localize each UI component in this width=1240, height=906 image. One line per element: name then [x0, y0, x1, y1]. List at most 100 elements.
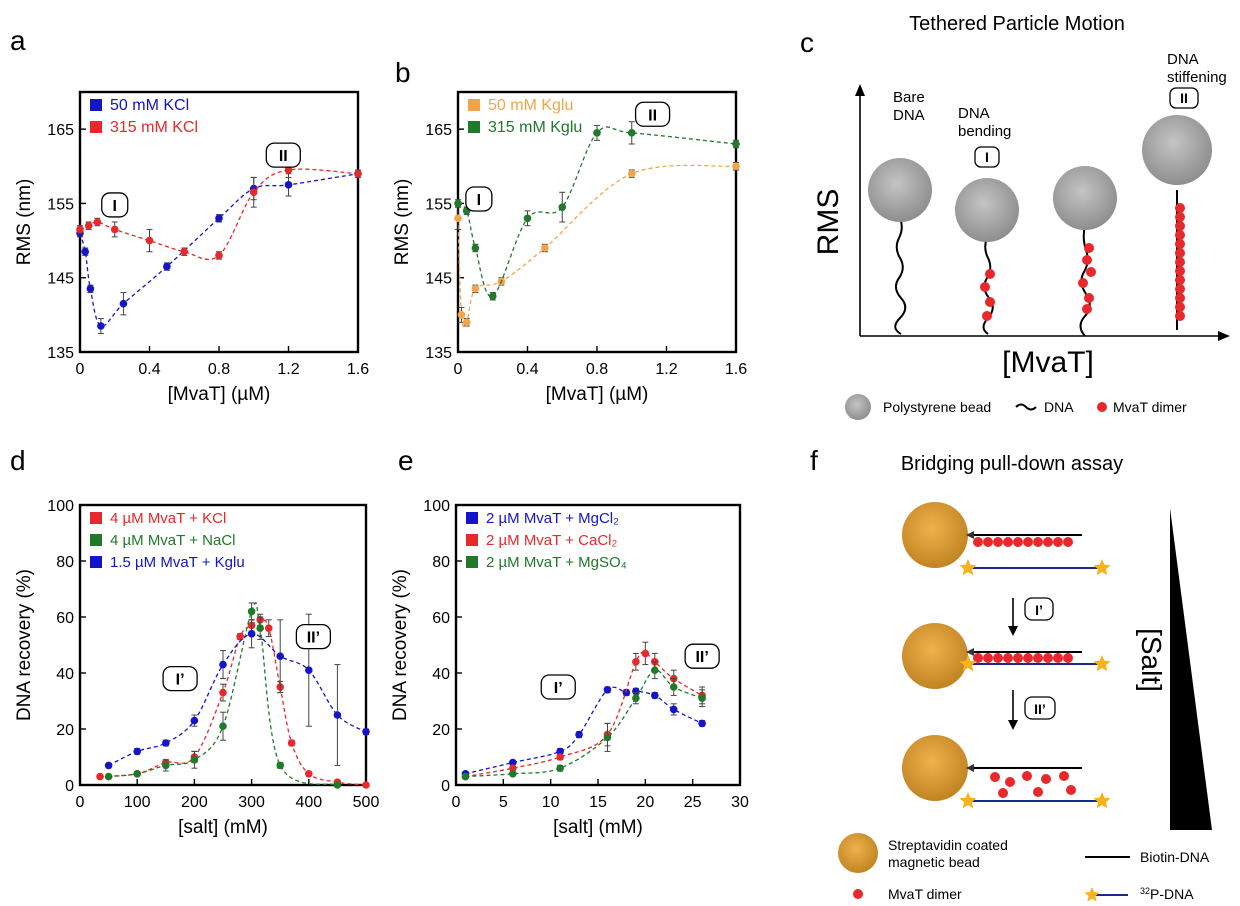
legend-label: 50 mM Kglu [488, 97, 573, 114]
mvat-dimer [1175, 230, 1185, 240]
mvat-dimer [1063, 653, 1073, 663]
mvat-dimer [1033, 653, 1043, 663]
row1-dimers [973, 537, 1073, 547]
annotation-text: I [477, 192, 481, 209]
data-point [461, 772, 470, 781]
annotation-text: II [279, 148, 288, 165]
data-point [249, 188, 258, 197]
data-point [471, 285, 480, 293]
series-line-1 [79, 168, 359, 260]
x-tick-label: 400 [295, 794, 322, 811]
mvat-dimer [1013, 537, 1023, 547]
y-tick-label: 0 [65, 778, 74, 795]
x-tick-label: 1.2 [277, 361, 299, 378]
legend-biotin-label: Biotin-DNA [1140, 849, 1210, 865]
mvat-dimer [985, 269, 995, 279]
data-point [76, 225, 84, 234]
x-tick-label: 15 [589, 794, 607, 811]
data-point [698, 719, 706, 728]
mvat-dimer [1043, 537, 1053, 547]
legend-label: 315 mM Kglu [488, 119, 582, 136]
data-point [133, 747, 141, 756]
data-point [145, 236, 154, 245]
data-point [603, 686, 612, 694]
legend-swatch [90, 99, 102, 111]
legend-label: 2 µM MvaT + CaCl₂ [486, 532, 617, 549]
mvat-dimer [1082, 255, 1092, 265]
data-point [333, 781, 342, 789]
data-point [541, 244, 549, 252]
chart-b: 0 0.4 0.8 1.2 1.6 135 145 155 165 [MvaT] (µM) RMS … [392, 90, 747, 405]
y-tick-label: 60 [432, 610, 450, 627]
data-point [333, 711, 342, 719]
x-axis-label: [salt] (mM) [553, 817, 643, 838]
data-point [732, 140, 740, 148]
mvat-dimer [1175, 257, 1185, 267]
bead-bare [868, 158, 932, 222]
legend-p32-text: P-DNA [1150, 886, 1194, 902]
mvat-dimer [1005, 777, 1015, 787]
data-point [284, 166, 293, 174]
data-point [732, 162, 740, 171]
mvat-dimer [1003, 537, 1013, 547]
data-point [488, 292, 497, 301]
series-line-1 [457, 126, 737, 298]
panel-letter-c: c [800, 27, 814, 58]
y-tick-label: 155 [47, 196, 74, 213]
data-point [215, 251, 223, 260]
y-tick-label: 40 [432, 666, 450, 683]
label-bare-1: Bare [893, 89, 925, 106]
data-point [190, 756, 199, 764]
data-point [219, 688, 227, 697]
mvat-dimer [1175, 221, 1185, 231]
data-point [556, 764, 564, 772]
data-point [162, 739, 170, 747]
data-point [97, 322, 105, 330]
annotation-badge [101, 192, 129, 218]
chart-a: 0 0.4 0.8 1.2 1.6 135 145 155 165 [MvaT] (µM) RMS … [14, 90, 369, 405]
series-line-0 [79, 173, 359, 327]
data-point [632, 658, 640, 666]
data-point [627, 169, 636, 178]
data-point [276, 652, 285, 660]
mvat-dimer [990, 772, 1000, 782]
panel-c-xlabel: [MvaT] [1002, 346, 1094, 379]
y-tick-label: 135 [425, 345, 452, 362]
data-point [81, 247, 90, 256]
legend-dna-label: DNA [1044, 399, 1074, 415]
legend-label: 4 µM MvaT + NaCl [110, 532, 235, 549]
panel-f-schematic: Bridging pull-down assay [Salt] I’ II’ [838, 453, 1212, 902]
label-bare-2: DNA [893, 107, 925, 124]
panel-letter-d: d [10, 445, 26, 476]
biotin-arrowhead [966, 764, 974, 772]
legend-p32-star-icon [1084, 887, 1100, 902]
y-axis-label: RMS (nm) [392, 179, 413, 266]
legend-bead-icon [845, 394, 871, 420]
data-point [471, 244, 480, 252]
data-point [287, 739, 296, 747]
series-line-0 [465, 686, 703, 775]
mvat-dimer [1175, 311, 1185, 321]
mvat-dimer [1043, 653, 1053, 663]
data-point [219, 660, 227, 669]
data-point [219, 722, 227, 730]
data-point [462, 318, 471, 327]
row3-dimers [990, 771, 1076, 798]
y-tick-label: 100 [47, 498, 74, 515]
y-tick-label: 135 [47, 345, 74, 362]
data-point [96, 772, 104, 781]
data-point [284, 181, 293, 189]
magnetic-bead [902, 735, 968, 801]
annotation-badge [684, 643, 720, 669]
mvat-dimer [998, 788, 1008, 798]
mvat-dimer [1175, 275, 1185, 285]
badge-II-panel-c: II [1169, 87, 1199, 109]
data-point [575, 730, 583, 739]
legend-swatch [466, 512, 478, 524]
data-point [556, 753, 564, 761]
mvat-dimer [1063, 537, 1073, 547]
data-point [698, 694, 706, 702]
mvat-dimer [1066, 785, 1076, 795]
data-point [305, 666, 313, 674]
